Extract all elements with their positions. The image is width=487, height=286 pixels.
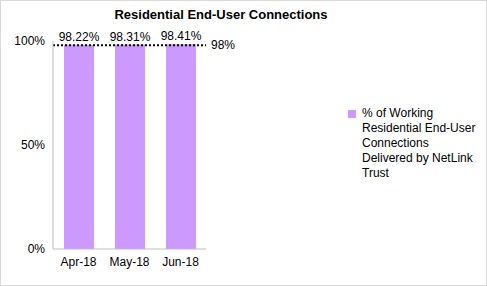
svg-text:98.31%: 98.31%: [110, 30, 151, 44]
svg-text:0%: 0%: [28, 242, 46, 256]
svg-text:98%: 98%: [211, 38, 235, 52]
svg-text:50%: 50%: [21, 138, 45, 152]
svg-text:Jun-18: Jun-18: [162, 255, 199, 269]
html-text:% of Working Residential End-U: % of Working Residential End-User Connec…: [362, 105, 476, 180]
svg-text:98.22%: 98.22%: [59, 30, 100, 44]
html-text:Residential End-User Connectio: Residential End-User Connections: [114, 7, 328, 22]
svg-text:May-18: May-18: [109, 255, 149, 269]
svg-text:98.41%: 98.41%: [161, 29, 202, 43]
svg-text:100%: 100%: [14, 34, 45, 48]
svg-text:Apr-18: Apr-18: [60, 255, 96, 269]
